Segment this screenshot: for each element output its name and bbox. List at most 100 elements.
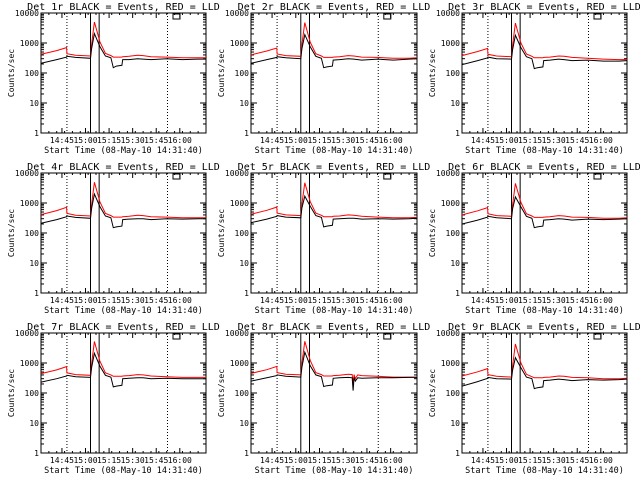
y-axis-label: Counts/sec: [428, 209, 437, 257]
y-axis-label: Counts/sec: [217, 49, 226, 97]
y-axis-label: Counts/sec: [7, 49, 16, 97]
y-tick-label: 100: [235, 389, 250, 398]
x-tick-label: 14:45: [260, 296, 284, 305]
legend-box: [593, 173, 602, 180]
y-tick-label: 100: [235, 69, 250, 78]
y-tick-label: 1: [455, 289, 460, 298]
x-tick-label: 16:00: [379, 296, 403, 305]
x-tick-label: 15:45: [144, 456, 168, 465]
x-tick-label: 15:30: [331, 456, 355, 465]
x-tick-label: 15:30: [542, 456, 566, 465]
panel-title: Det 1r BLACK = Events, RED = LLD: [27, 2, 220, 13]
panel-det-5: Det 5r BLACK = Events, RED = LLD 1 10 100 10…: [217, 162, 430, 316]
x-tick-label: 14:45: [471, 136, 495, 145]
x-tick-label: 15:45: [355, 296, 379, 305]
x-tick-label: 14:45: [50, 296, 74, 305]
y-tick-label: 100: [446, 69, 461, 78]
plot-frame: [461, 172, 628, 294]
y-tick-label: 10000: [436, 9, 460, 18]
y-tick-label: 10: [29, 259, 39, 268]
panel-det-8: Det 8r BLACK = Events, RED = LLD 1 10 100 10…: [217, 322, 430, 476]
x-tick-label: 15:00: [494, 136, 518, 145]
series-line-events: [462, 33, 627, 70]
panel-title: Det 4r BLACK = Events, RED = LLD: [27, 162, 220, 173]
y-tick-label: 10000: [15, 329, 39, 338]
y-axis-label: Counts/sec: [7, 369, 16, 417]
y-tick-label: 10: [239, 259, 249, 268]
y-axis-label: Counts/sec: [428, 49, 437, 97]
x-axis-label: Start Time (08-May-10 14:31:40): [44, 466, 203, 476]
panel-det-7: Det 7r BLACK = Events, RED = LLD 1 10 100 10…: [7, 322, 220, 476]
y-tick-label: 100: [446, 229, 461, 238]
y-tick-label: 10: [450, 419, 460, 428]
panel-title: Det 9r BLACK = Events, RED = LLD: [448, 322, 640, 333]
x-tick-label: 15:00: [284, 136, 308, 145]
series-line-lld: [41, 21, 206, 59]
y-tick-label: 10: [239, 99, 249, 108]
x-axis-label: Start Time (08-May-10 14:31:40): [255, 306, 414, 316]
y-tick-label: 10: [450, 99, 460, 108]
y-tick-label: 1000: [20, 199, 39, 208]
legend-box: [383, 13, 392, 20]
series-line-events: [462, 195, 627, 229]
y-tick-label: 10: [29, 99, 39, 108]
y-tick-label: 1: [34, 129, 39, 138]
y-axis-label: Counts/sec: [428, 369, 437, 417]
x-tick-label: 15:15: [518, 456, 542, 465]
y-tick-label: 10000: [436, 169, 460, 178]
x-tick-label: 14:45: [471, 456, 495, 465]
y-axis-label: Counts/sec: [217, 369, 226, 417]
y-tick-label: 1: [244, 289, 249, 298]
x-tick-label: 15:15: [307, 136, 331, 145]
y-tick-label: 100: [235, 229, 250, 238]
series-line-events: [41, 351, 206, 388]
x-axis-label: Start Time (08-May-10 14:31:40): [44, 146, 203, 156]
x-tick-label: 16:00: [379, 136, 403, 145]
x-axis-label: Start Time (08-May-10 14:31:40): [255, 146, 414, 156]
panel-det-1: Det 1r BLACK = Events, RED = LLD 1 10 100 10…: [7, 2, 220, 156]
plot-frame: [40, 12, 207, 134]
y-tick-label: 10000: [15, 9, 39, 18]
x-tick-label: 15:45: [565, 296, 589, 305]
y-tick-label: 1000: [230, 199, 249, 208]
plot-frame: [461, 332, 628, 454]
x-tick-label: 15:15: [307, 296, 331, 305]
x-tick-label: 15:15: [97, 296, 121, 305]
y-tick-label: 1000: [20, 359, 39, 368]
plot-frame: [40, 332, 207, 454]
y-axis-label: Counts/sec: [217, 209, 226, 257]
legend-box: [383, 173, 392, 180]
panel-title: Det 7r BLACK = Events, RED = LLD: [27, 322, 220, 333]
x-tick-label: 15:45: [355, 456, 379, 465]
x-tick-label: 15:00: [494, 456, 518, 465]
x-tick-label: 15:00: [73, 296, 97, 305]
x-tick-label: 15:00: [494, 296, 518, 305]
series-line-lld: [41, 341, 206, 378]
series-line-events: [251, 32, 417, 69]
legend-box: [383, 333, 392, 340]
x-tick-label: 15:15: [97, 456, 121, 465]
y-tick-label: 1: [455, 449, 460, 458]
x-tick-label: 15:15: [97, 136, 121, 145]
y-tick-label: 100: [25, 229, 40, 238]
series-line-events: [251, 350, 417, 391]
y-tick-label: 1: [34, 449, 39, 458]
panel-title: Det 6r BLACK = Events, RED = LLD: [448, 162, 640, 173]
series-line-lld: [251, 341, 417, 385]
panel-title: Det 8r BLACK = Events, RED = LLD: [238, 322, 431, 333]
series-line-events: [41, 192, 206, 229]
y-tick-label: 10000: [225, 9, 249, 18]
y-tick-label: 1: [244, 129, 249, 138]
y-tick-label: 10000: [225, 329, 249, 338]
x-tick-label: 15:30: [121, 136, 145, 145]
y-tick-label: 10: [239, 419, 249, 428]
panel-det-6: Det 6r BLACK = Events, RED = LLD 1 10 100 10…: [428, 162, 640, 316]
x-axis-label: Start Time (08-May-10 14:31:40): [44, 306, 203, 316]
y-tick-label: 1000: [441, 39, 460, 48]
y-tick-label: 1000: [20, 39, 39, 48]
x-tick-label: 15:30: [542, 296, 566, 305]
y-tick-label: 1000: [230, 359, 249, 368]
panel-title: Det 2r BLACK = Events, RED = LLD: [238, 2, 431, 13]
x-tick-label: 15:45: [565, 456, 589, 465]
y-tick-label: 1000: [441, 359, 460, 368]
